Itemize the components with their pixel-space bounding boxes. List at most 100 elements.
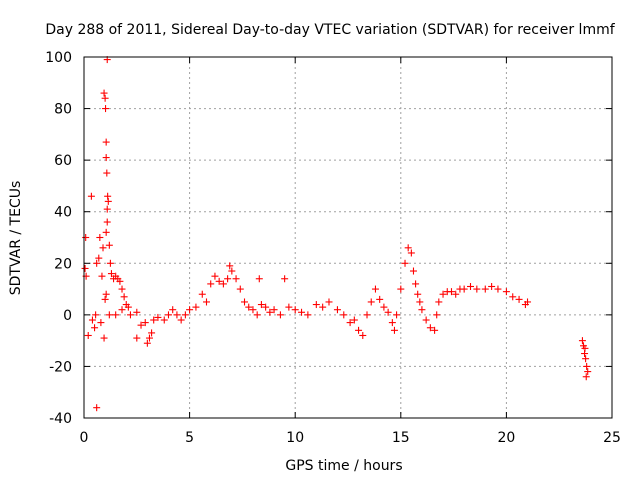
y-tick-label: 60 [54,153,72,169]
x-tick-label: 15 [392,430,410,446]
x-tick-labels: 0 5 10 15 20 25 [80,430,621,446]
y-tick-label: -40 [49,411,72,427]
data-point [583,362,591,370]
data-points [81,56,592,412]
data-point [524,298,532,306]
data-point [219,280,227,288]
data-point [401,259,409,267]
data-point [91,324,99,332]
data-point [133,334,141,342]
data-point [384,308,392,316]
data-point [92,311,100,319]
data-point [103,169,111,177]
data-point [253,311,261,319]
y-tick-label: 80 [54,102,72,118]
data-point [95,254,103,262]
y-axis-label: SDTVAR / TECUs [8,181,24,296]
data-point [105,241,113,249]
data-point [202,298,210,306]
data-point [355,326,363,334]
data-point [236,285,244,293]
data-point [98,272,106,280]
data-point [431,326,439,334]
data-point [439,290,447,298]
data-point [452,290,460,298]
data-point [447,288,455,296]
data-point [120,293,128,301]
data-point [270,306,278,314]
chart-title: Day 288 of 2011, Sidereal Day-to-day VTE… [45,22,615,38]
y-tick-label: 0 [63,308,72,324]
data-point [435,298,443,306]
data-point [390,326,398,334]
data-point [404,244,412,252]
data-point [376,295,384,303]
data-point [106,259,114,267]
data-point [426,324,434,332]
data-point [276,311,284,319]
data-point [103,218,111,226]
data-point [101,94,109,102]
data-point [82,234,90,241]
data-point [291,306,299,314]
data-point [104,197,112,205]
data-point [97,319,105,327]
data-point [232,275,240,283]
data-point [416,298,424,306]
data-point [285,303,293,311]
data-point [118,306,126,314]
data-point [380,303,388,311]
data-point [359,331,367,339]
data-point [257,301,265,309]
data-point [96,234,104,241]
data-point [148,329,156,337]
data-point [99,244,107,252]
data-point [224,275,232,283]
data-point [87,192,95,200]
plot-frame [83,56,613,419]
data-point [367,298,375,306]
data-point [186,306,194,314]
x-tick-label: 0 [80,430,89,446]
data-point [126,311,134,319]
data-point [346,319,354,327]
data-point [112,311,120,319]
data-point [312,301,320,309]
data-point [412,280,420,288]
data-point [198,290,206,298]
data-point [488,282,496,290]
data-point [226,262,234,270]
data-point [145,334,153,342]
data-point [241,298,249,306]
data-point [418,306,426,314]
data-point [154,313,162,321]
data-point [160,316,168,324]
data-point [481,285,489,293]
data-point [460,285,468,293]
data-point [397,285,405,293]
data-point [211,272,219,280]
data-point [133,308,141,316]
data-point [84,331,92,339]
x-tick-label: 10 [286,430,304,446]
data-point [281,275,289,283]
data-point [102,138,110,146]
data-point [173,311,181,319]
data-point [304,311,312,319]
data-point [107,270,115,278]
data-point [105,311,113,319]
data-point [103,205,111,213]
y-tick-label: -20 [49,359,72,375]
data-point [141,319,149,327]
data-point [509,293,517,301]
data-point [266,308,274,316]
data-point [407,249,415,257]
data-point [371,285,379,293]
data-point [422,316,430,324]
data-point [581,344,589,352]
data-point [102,228,110,236]
y-tick-labels: -40 -20 0 20 40 60 80 100 [45,50,72,427]
data-point [255,275,263,283]
